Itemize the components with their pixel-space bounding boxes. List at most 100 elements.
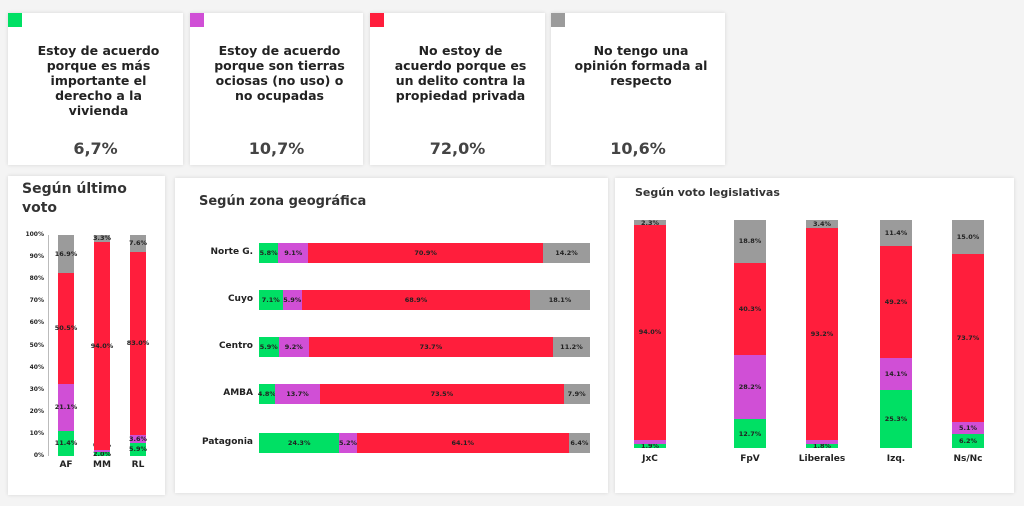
bar-segment [563, 384, 590, 404]
data-label: 93.2% [810, 330, 834, 338]
legend-swatch [8, 13, 22, 27]
bar-segment [880, 390, 912, 448]
legend-card: Estoy de acuerdo porque es más important… [8, 13, 183, 165]
bar-segment [552, 337, 590, 357]
bar-segment [806, 443, 838, 448]
data-label: 5.9% [283, 296, 302, 304]
bar-segment [339, 433, 357, 453]
category-label: RL [131, 460, 145, 470]
legend-card: No tengo una opinión formada al respecto… [551, 13, 725, 165]
data-label: 94.0% [90, 341, 114, 350]
data-label: 83.0% [126, 339, 150, 348]
category-label: FpV [740, 454, 760, 464]
category-label: Izq. [886, 454, 906, 464]
data-label: 40.3% [738, 304, 762, 313]
bar-segment [542, 243, 590, 263]
y-tick-label: 80% [29, 275, 44, 283]
data-label: 3.4% [812, 219, 832, 228]
bar-segment [130, 442, 146, 456]
data-label: 94.0% [638, 328, 662, 337]
bar-segment [94, 242, 110, 450]
bar-segment [130, 234, 146, 252]
bar-segment [952, 422, 984, 434]
legend-swatch [190, 13, 204, 27]
bar-segment [880, 358, 912, 391]
data-label: 5.9% [128, 445, 148, 454]
bar-segment [94, 449, 110, 452]
data-label: 11.2% [560, 343, 583, 351]
legend-swatch [370, 13, 384, 27]
data-label: 70.9% [414, 249, 437, 257]
bar-segment [952, 433, 984, 448]
category-label: Cuyo [227, 294, 253, 304]
y-axis [48, 235, 49, 456]
bar-segment [94, 451, 110, 456]
data-label: 50.5% [54, 324, 78, 333]
panel-voto-legislativas: Según voto legislativas 1.9% 1.8% 94.0% 2.3… [615, 178, 1014, 493]
data-label: 2.0% [92, 449, 112, 458]
bar-segment [734, 419, 766, 448]
data-label: 14.2% [555, 249, 578, 257]
data-label: 1.9% [640, 441, 660, 450]
data-label: 49.2% [884, 298, 908, 307]
bar-segment [130, 435, 146, 443]
bar-segment [320, 384, 564, 404]
bar-segment [734, 220, 766, 263]
bar-segment [58, 235, 74, 273]
y-tick-label: 0% [33, 452, 44, 459]
data-label: 5.8% [259, 249, 278, 257]
data-label: 1.8% [812, 441, 832, 450]
data-label: 6.4% [570, 439, 589, 447]
data-label: 14.1% [884, 370, 908, 379]
bar-segment [734, 354, 766, 420]
bar-segment [278, 243, 309, 263]
legend-card: Estoy de acuerdo porque son tierras ocio… [190, 13, 363, 165]
legend-value: 6,7% [73, 139, 118, 158]
bar-segment [356, 433, 569, 453]
bar-segment [634, 439, 666, 444]
data-label: 64.1% [451, 439, 474, 447]
bar-segment [880, 220, 912, 246]
bar-segment [530, 290, 590, 310]
legend-value: 72,0% [429, 139, 486, 158]
data-label: 5.2% [339, 439, 358, 447]
data-label: 12.7% [738, 429, 762, 438]
bar-segment [880, 245, 912, 359]
category-label: Patagonia [202, 437, 253, 447]
data-label: 68.9% [404, 296, 428, 304]
bar-segment [259, 433, 340, 453]
bar-segment [130, 251, 146, 435]
bar-segment [806, 227, 838, 441]
category-label: AMBA [223, 388, 253, 398]
panel-zona-geografica: Según zona geográfica Norte G. 5.8% 9.1% 70… [175, 178, 608, 493]
y-tick-label: 40% [29, 363, 44, 371]
legend-text: Estoy de acuerdo porque es más important… [37, 43, 160, 118]
category-label: MM [93, 460, 111, 470]
category-label: JxC [642, 454, 658, 464]
y-tick-label: 100% [25, 231, 44, 238]
data-label: 7.9% [567, 390, 586, 398]
bar-segment [308, 337, 553, 357]
legend-value: 10,6% [610, 139, 666, 158]
data-label: 25.3% [884, 415, 908, 424]
bar-segment [58, 272, 74, 385]
data-label: 2.3% [640, 218, 660, 227]
bar-segment [259, 243, 279, 263]
data-label: 5.1% [958, 424, 978, 433]
panel-title: Según zona geográfica [199, 194, 367, 209]
category-label: Norte G. [210, 247, 254, 257]
data-label: 18.8% [738, 237, 762, 246]
data-label: 9.1% [284, 249, 303, 257]
data-label: 28.2% [738, 382, 762, 391]
bar-segment [259, 337, 279, 357]
panel-title: Según último voto [22, 181, 127, 216]
bar-segment [94, 234, 110, 243]
y-tick-label: 70% [29, 297, 44, 305]
bar-segment [952, 254, 984, 423]
bar-segment [274, 384, 321, 404]
category-label: Liberales [798, 454, 846, 464]
bar-segment [282, 290, 303, 310]
bar-segment [634, 225, 666, 440]
data-label: 5.9% [259, 343, 278, 351]
panel-title: Según voto legislativas [635, 186, 780, 199]
